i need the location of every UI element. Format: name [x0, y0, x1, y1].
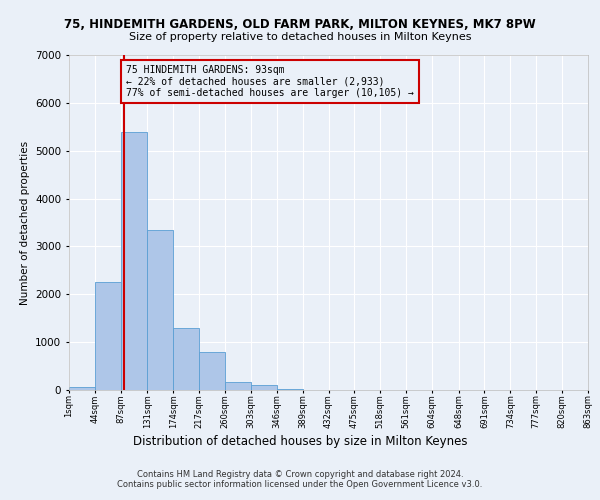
Bar — [69, 386, 95, 390]
Bar — [121, 132, 147, 390]
Text: 75, HINDEMITH GARDENS, OLD FARM PARK, MILTON KEYNES, MK7 8PW: 75, HINDEMITH GARDENS, OLD FARM PARK, MI… — [64, 18, 536, 30]
Text: Distribution of detached houses by size in Milton Keynes: Distribution of detached houses by size … — [133, 435, 467, 448]
Bar — [95, 282, 121, 390]
Bar — [173, 328, 199, 390]
Bar — [277, 388, 302, 390]
Text: Size of property relative to detached houses in Milton Keynes: Size of property relative to detached ho… — [129, 32, 471, 42]
Bar — [251, 385, 277, 390]
Bar — [147, 230, 173, 390]
Text: Contains HM Land Registry data © Crown copyright and database right 2024.
Contai: Contains HM Land Registry data © Crown c… — [118, 470, 482, 489]
Y-axis label: Number of detached properties: Number of detached properties — [20, 140, 29, 304]
Text: 75 HINDEMITH GARDENS: 93sqm
← 22% of detached houses are smaller (2,933)
77% of : 75 HINDEMITH GARDENS: 93sqm ← 22% of det… — [126, 64, 414, 98]
Bar — [225, 382, 251, 390]
Bar — [199, 352, 225, 390]
